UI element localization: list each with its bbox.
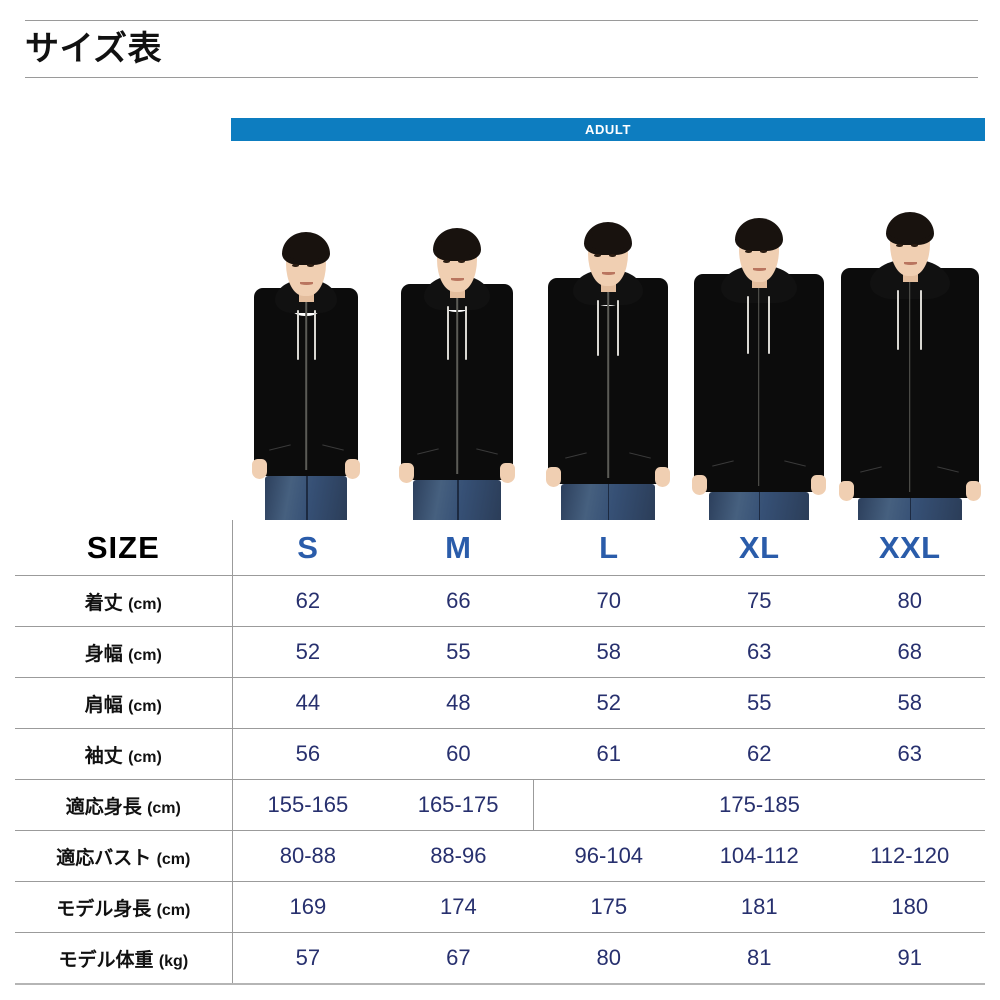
cell-shoulder-width-xxl: 58 xyxy=(834,677,985,729)
cell-model-height-l: 175 xyxy=(533,881,685,933)
model-jeans xyxy=(857,498,962,520)
model-head-icon xyxy=(430,228,484,298)
cell-chest-width-m: 55 xyxy=(383,626,534,678)
table-row: 適応身長 (cm) 155-165 165-175 175-185 xyxy=(15,779,985,831)
column-header-xxl: XXL xyxy=(834,520,985,576)
cell-fit-height-s: 155-165 xyxy=(232,779,384,831)
cell-sleeve-length-s: 56 xyxy=(232,728,384,780)
cell-body-length-xxl: 80 xyxy=(834,575,985,627)
cell-shoulder-width-xl: 55 xyxy=(684,677,835,729)
cell-model-weight-s: 57 xyxy=(232,932,384,985)
cell-body-length-l: 70 xyxy=(533,575,685,627)
adult-banner-label: ADULT xyxy=(584,122,632,137)
row-label-model-weight: モデル体重 (kg) xyxy=(15,932,233,985)
table-row: 袖丈 (cm) 56 60 61 62 63 xyxy=(15,728,985,780)
row-label-shoulder-width: 肩幅 (cm) xyxy=(15,677,233,729)
cell-chest-width-l: 58 xyxy=(533,626,685,678)
hoodie-garment-icon xyxy=(252,279,361,479)
cell-shoulder-width-l: 52 xyxy=(533,677,685,729)
table-row: モデル体重 (kg) 57 67 80 81 91 xyxy=(15,932,985,985)
model-photo-m xyxy=(382,150,533,520)
model-photo-strip xyxy=(231,150,985,520)
model-photo-xxl xyxy=(834,150,985,520)
cell-model-height-s: 169 xyxy=(232,881,384,933)
model-torso xyxy=(838,259,981,501)
cell-body-length-m: 66 xyxy=(383,575,534,627)
row-label-model-height: モデル身長 (cm) xyxy=(15,881,233,933)
cell-shoulder-width-m: 48 xyxy=(383,677,534,729)
table-corner-label: SIZE xyxy=(15,520,233,576)
size-table: SIZE S M L XL XXL 着丈 (cm) 62 66 70 75 80… xyxy=(15,520,985,985)
model-torso xyxy=(252,279,361,479)
hoodie-garment-icon xyxy=(691,265,826,495)
hoodie-garment-icon xyxy=(545,269,670,487)
page-title: サイズ表 xyxy=(25,30,162,68)
model-torso xyxy=(545,269,670,487)
row-label-fit-height: 適応身長 (cm) xyxy=(15,779,233,831)
model-head-icon xyxy=(581,222,635,292)
column-header-m: M xyxy=(383,520,534,576)
model-photo-l xyxy=(533,150,684,520)
model-jeans xyxy=(413,480,502,520)
cell-sleeve-length-xxl: 63 xyxy=(834,728,985,780)
cell-fit-height-m: 165-175 xyxy=(383,779,534,831)
table-header-row: SIZE S M L XL XXL xyxy=(15,520,985,576)
column-header-l: L xyxy=(533,520,685,576)
model-head-icon xyxy=(732,218,786,288)
model-jeans xyxy=(265,476,348,520)
model-photo-xl xyxy=(683,150,834,520)
cell-model-height-xxl: 180 xyxy=(834,881,985,933)
cell-model-height-m: 174 xyxy=(383,881,534,933)
cell-body-length-xl: 75 xyxy=(684,575,835,627)
cell-fit-bust-xxl: 112-120 xyxy=(834,830,985,882)
row-label-chest-width: 身幅 (cm) xyxy=(15,626,233,678)
column-header-s: S xyxy=(232,520,384,576)
cell-model-weight-xxl: 91 xyxy=(834,932,985,985)
model-head-icon xyxy=(883,212,937,282)
cell-sleeve-length-l: 61 xyxy=(533,728,685,780)
cell-fit-bust-l: 96-104 xyxy=(533,830,685,882)
cell-fit-bust-xl: 104-112 xyxy=(684,830,835,882)
cell-fit-height-l-xl-xxl: 175-185 xyxy=(533,779,985,831)
cell-chest-width-xl: 63 xyxy=(684,626,835,678)
hoodie-garment-icon xyxy=(399,275,516,483)
cell-body-length-s: 62 xyxy=(232,575,384,627)
cell-chest-width-s: 52 xyxy=(232,626,384,678)
model-jeans xyxy=(560,484,655,520)
column-header-xl: XL xyxy=(684,520,835,576)
cell-model-weight-m: 67 xyxy=(383,932,534,985)
table-row: モデル身長 (cm) 169 174 175 181 180 xyxy=(15,881,985,933)
row-label-sleeve-length: 袖丈 (cm) xyxy=(15,728,233,780)
table-row: 肩幅 (cm) 44 48 52 55 58 xyxy=(15,677,985,729)
hoodie-garment-icon xyxy=(838,259,981,501)
model-head-icon xyxy=(279,232,333,302)
table-row: 身幅 (cm) 52 55 58 63 68 xyxy=(15,626,985,678)
cell-model-weight-l: 80 xyxy=(533,932,685,985)
cell-fit-bust-m: 88-96 xyxy=(383,830,534,882)
title-block: サイズ表 xyxy=(25,20,978,78)
model-jeans xyxy=(708,492,809,520)
adult-banner: ADULT xyxy=(231,118,985,141)
cell-fit-bust-s: 80-88 xyxy=(232,830,384,882)
cell-sleeve-length-m: 60 xyxy=(383,728,534,780)
model-photo-s xyxy=(231,150,382,520)
row-label-body-length: 着丈 (cm) xyxy=(15,575,233,627)
cell-chest-width-xxl: 68 xyxy=(834,626,985,678)
row-label-fit-bust: 適応バスト (cm) xyxy=(15,830,233,882)
cell-model-weight-xl: 81 xyxy=(684,932,835,985)
cell-sleeve-length-xl: 62 xyxy=(684,728,835,780)
model-torso xyxy=(691,265,826,495)
model-torso xyxy=(399,275,516,483)
table-row: 着丈 (cm) 62 66 70 75 80 xyxy=(15,575,985,627)
table-row: 適応バスト (cm) 80-88 88-96 96-104 104-112 11… xyxy=(15,830,985,882)
cell-model-height-xl: 181 xyxy=(684,881,835,933)
cell-shoulder-width-s: 44 xyxy=(232,677,384,729)
